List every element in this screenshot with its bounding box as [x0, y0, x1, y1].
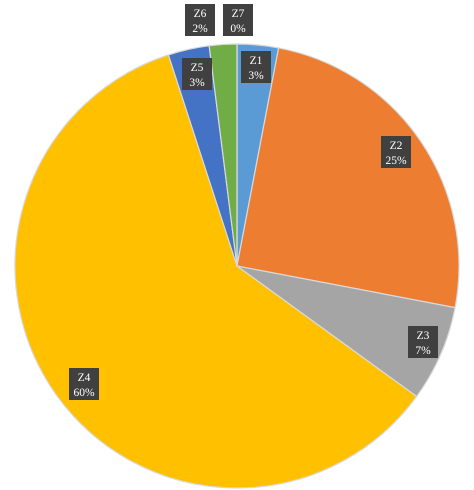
data-label-value-z4: 60%: [73, 387, 95, 399]
pie-slices: [14, 43, 460, 489]
pie-slice-z2: [236, 47, 460, 309]
data-label-box-z2: [381, 136, 411, 168]
data-label-value-z7: 0%: [230, 23, 246, 35]
data-label-box-z6: [185, 4, 215, 36]
pie-slice-z4: [14, 54, 418, 489]
data-label-box-z3: [408, 326, 438, 358]
data-label-box-z1: [241, 51, 271, 83]
data-label-value-z3: 7%: [415, 345, 431, 357]
data-label-name-z1: Z1: [250, 55, 263, 67]
data-label-box-z5: [182, 58, 212, 90]
pie-labels: Z1 3% Z2 25% Z3 7% Z4 60% Z5 3% Z6 2% Z7 0%: [69, 4, 438, 400]
data-label-name-z3: Z3: [417, 330, 430, 342]
data-label-value-z6: 2%: [192, 23, 208, 35]
data-label-box-z7: [223, 4, 253, 36]
data-label-value-z1: 3%: [248, 70, 264, 82]
data-label-name-z5: Z5: [191, 62, 204, 74]
data-label-name-z4: Z4: [78, 372, 91, 384]
data-label-box-z4: [69, 368, 99, 400]
data-label-value-z2: 25%: [385, 155, 407, 167]
data-label-name-z7: Z7: [232, 8, 245, 20]
data-label-name-z6: Z6: [194, 8, 207, 20]
data-label-value-z5: 3%: [189, 77, 205, 89]
data-label-name-z2: Z2: [390, 140, 403, 152]
